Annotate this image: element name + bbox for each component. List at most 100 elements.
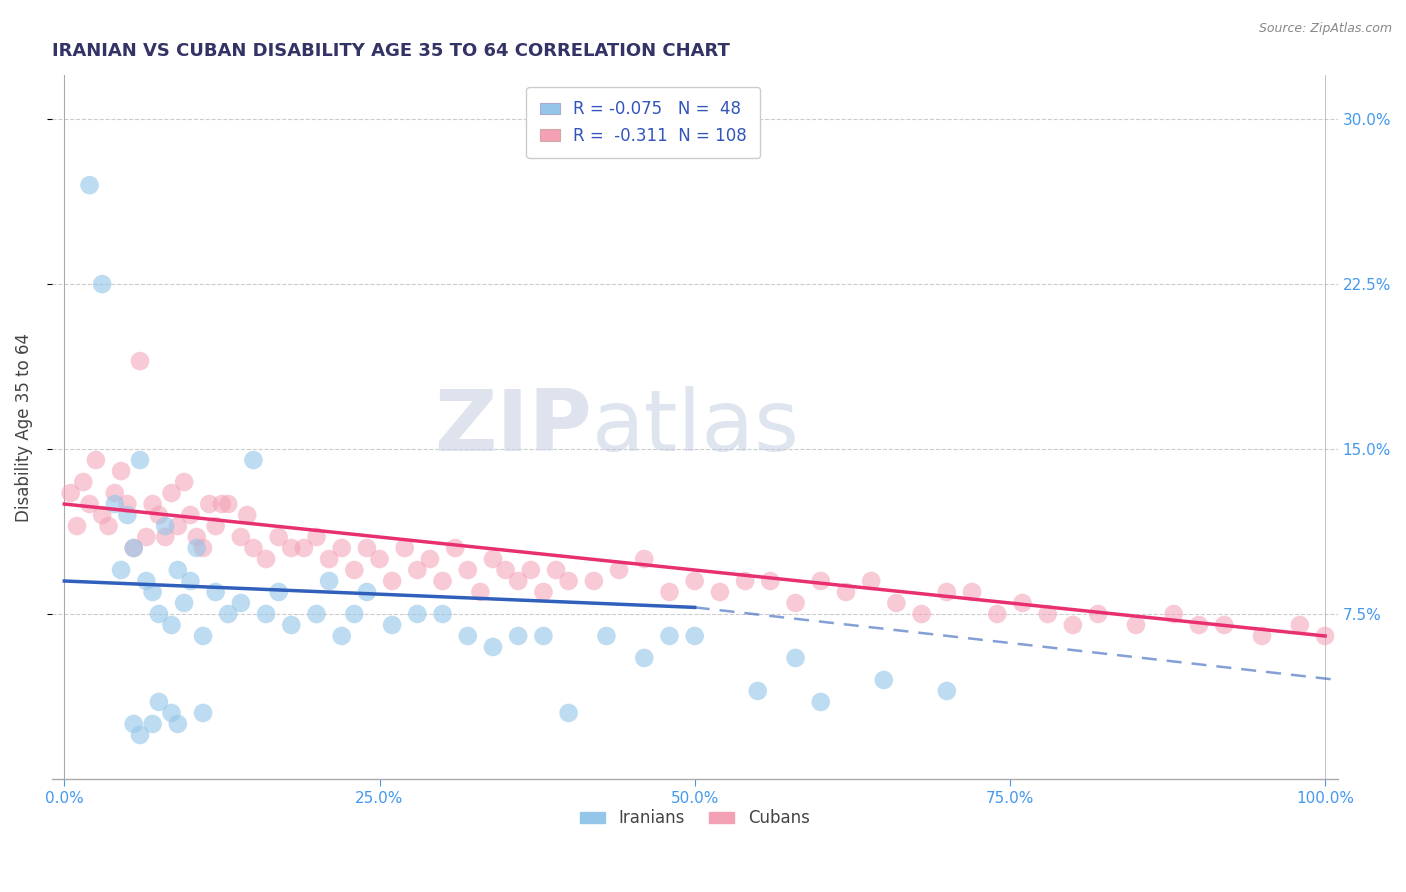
Point <box>607 563 630 577</box>
Point <box>72 475 94 489</box>
Point <box>419 552 441 566</box>
Point <box>860 574 883 588</box>
Point <box>582 574 605 588</box>
Point <box>104 497 127 511</box>
Point <box>148 695 170 709</box>
Point <box>160 486 183 500</box>
Point <box>173 475 195 489</box>
Point <box>470 585 492 599</box>
Point <box>960 585 983 599</box>
Point <box>343 563 366 577</box>
Point <box>160 706 183 720</box>
Point <box>122 541 145 555</box>
Point <box>79 178 101 193</box>
Point <box>91 277 114 292</box>
Point <box>835 585 858 599</box>
Point <box>531 629 554 643</box>
Point <box>166 563 188 577</box>
Point <box>166 519 188 533</box>
Point <box>135 530 157 544</box>
Point <box>406 607 429 621</box>
Point <box>986 607 1008 621</box>
Point <box>595 629 617 643</box>
Point <box>66 519 89 533</box>
Point <box>117 508 139 522</box>
Point <box>129 354 152 368</box>
Point <box>1125 618 1147 632</box>
Point <box>1163 607 1185 621</box>
Point <box>495 563 517 577</box>
Point <box>318 574 340 588</box>
Point <box>160 618 183 632</box>
Point <box>142 497 165 511</box>
Point <box>267 530 290 544</box>
Point <box>1188 618 1211 632</box>
Point <box>330 629 353 643</box>
Point <box>1313 629 1336 643</box>
Point <box>191 541 214 555</box>
Point <box>229 530 252 544</box>
Point <box>406 563 429 577</box>
Point <box>709 585 731 599</box>
Point <box>236 508 259 522</box>
Point <box>280 541 302 555</box>
Point <box>110 464 132 478</box>
Point <box>129 728 152 742</box>
Point <box>633 552 655 566</box>
Point <box>122 541 145 555</box>
Point <box>104 486 127 500</box>
Point <box>457 629 479 643</box>
Point <box>557 574 579 588</box>
Point <box>110 563 132 577</box>
Point <box>747 684 769 698</box>
Point <box>508 629 530 643</box>
Legend: Iranians, Cubans: Iranians, Cubans <box>574 803 817 834</box>
Point <box>280 618 302 632</box>
Point <box>198 497 221 511</box>
Point <box>254 552 277 566</box>
Point <box>557 706 579 720</box>
Point <box>381 618 404 632</box>
Point <box>633 651 655 665</box>
Point <box>242 453 264 467</box>
Point <box>810 695 832 709</box>
Point <box>544 563 567 577</box>
Point <box>59 486 82 500</box>
Point <box>658 629 681 643</box>
Point <box>148 607 170 621</box>
Point <box>1011 596 1033 610</box>
Point <box>482 640 505 654</box>
Point <box>91 508 114 522</box>
Point <box>368 552 391 566</box>
Point <box>97 519 120 533</box>
Point <box>292 541 315 555</box>
Point <box>381 574 404 588</box>
Point <box>204 585 226 599</box>
Point <box>432 574 454 588</box>
Point <box>186 530 208 544</box>
Point <box>810 574 832 588</box>
Point <box>520 563 543 577</box>
Y-axis label: Disability Age 35 to 64: Disability Age 35 to 64 <box>15 333 32 522</box>
Point <box>343 607 366 621</box>
Text: IRANIAN VS CUBAN DISABILITY AGE 35 TO 64 CORRELATION CHART: IRANIAN VS CUBAN DISABILITY AGE 35 TO 64… <box>52 42 730 60</box>
Point <box>142 585 165 599</box>
Point <box>1087 607 1109 621</box>
Point <box>318 552 340 566</box>
Point <box>305 607 328 621</box>
Text: ZIP: ZIP <box>434 385 592 468</box>
Point <box>356 541 378 555</box>
Point <box>330 541 353 555</box>
Point <box>444 541 467 555</box>
Point <box>734 574 756 588</box>
Point <box>79 497 101 511</box>
Point <box>1288 618 1310 632</box>
Point <box>508 574 530 588</box>
Point <box>394 541 416 555</box>
Point <box>179 508 201 522</box>
Point <box>1036 607 1059 621</box>
Point <box>935 585 957 599</box>
Point <box>457 563 479 577</box>
Point <box>204 519 226 533</box>
Point <box>267 585 290 599</box>
